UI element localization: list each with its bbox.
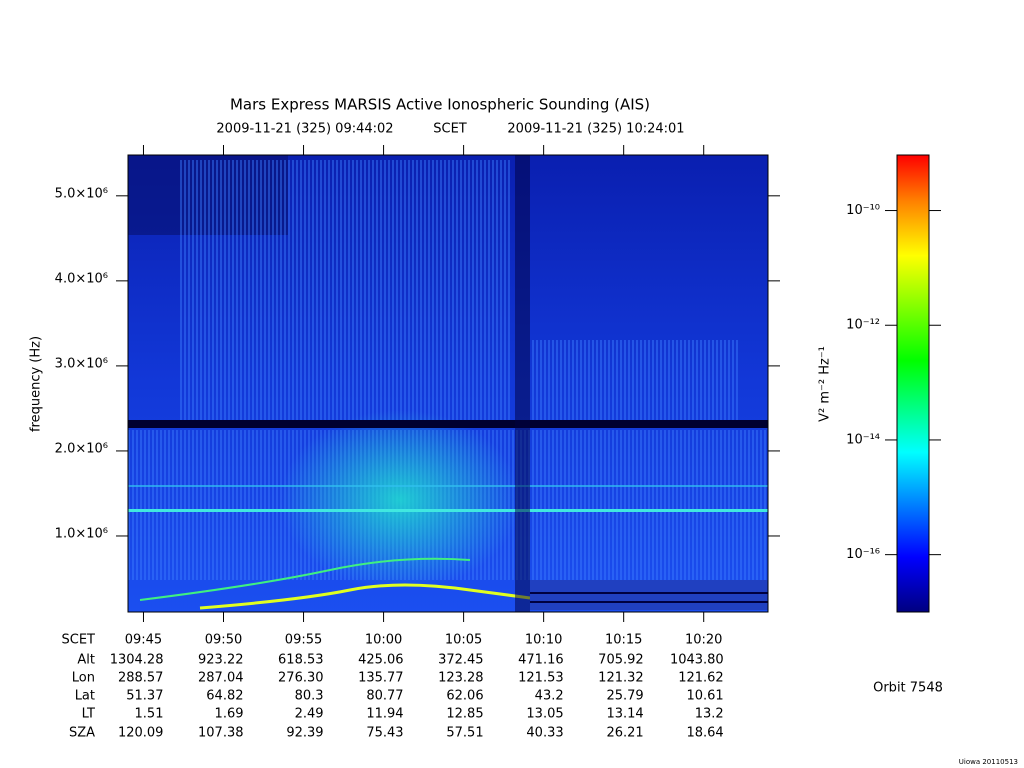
- ephemeris-value: 18.64: [686, 726, 723, 741]
- colorbar-tick-label: 10⁻¹²: [846, 318, 880, 333]
- x-tick-label: 10:05: [445, 633, 482, 648]
- ephemeris-value: 135.77: [358, 671, 404, 686]
- start-time: 2009-11-21 (325) 09:44:02: [216, 122, 393, 137]
- colorbar-tick-label: 10⁻¹⁰: [846, 203, 880, 218]
- ephemeris-value: 120.09: [118, 726, 164, 741]
- x-tick-label: 10:00: [365, 633, 402, 648]
- ephemeris-value: 57.51: [446, 726, 483, 741]
- ephemeris-value: 13.2: [695, 707, 724, 722]
- ephemeris-value: 40.33: [526, 726, 563, 741]
- y-tick-label: 1.0×10⁶: [55, 526, 108, 541]
- ephemeris-value: 425.06: [358, 653, 404, 668]
- ephemeris-value: 80.3: [295, 689, 324, 704]
- y-tick-label: 2.0×10⁶: [55, 441, 108, 456]
- ephemeris-value: 288.57: [118, 671, 164, 686]
- ephemeris-value: 13.14: [606, 707, 643, 722]
- ephemeris-value: 1304.28: [110, 653, 164, 668]
- x-tick-label: 09:55: [285, 633, 322, 648]
- colorbar-tick-label: 10⁻¹⁶: [846, 547, 880, 562]
- ephemeris-value: 80.77: [366, 689, 403, 704]
- ephemeris-time-label: SCET: [62, 633, 96, 648]
- ephemeris-value: 25.79: [606, 689, 643, 704]
- ephemeris-value: 10.61: [686, 689, 723, 704]
- ephemeris-value: 75.43: [366, 726, 403, 741]
- ephemeris-row-label: Alt: [77, 653, 95, 668]
- ephemeris-value: 705.92: [598, 653, 644, 668]
- credit: Uiowa 20110513: [959, 758, 1018, 766]
- ephemeris-value: 1.69: [215, 707, 244, 722]
- ephemeris-value: 43.2: [535, 689, 564, 704]
- ephemeris-value: 92.39: [286, 726, 323, 741]
- ephemeris-value: 121.53: [518, 671, 564, 686]
- ephemeris-value: 287.04: [198, 671, 244, 686]
- ephemeris-value: 471.16: [518, 653, 564, 668]
- ephemeris-value: 923.22: [198, 653, 244, 668]
- ephemeris-value: 51.37: [126, 689, 163, 704]
- ephemeris-value: 26.21: [606, 726, 643, 741]
- x-tick-label: 10:10: [525, 633, 562, 648]
- colorbar-label: V² m⁻² Hz⁻¹: [818, 346, 833, 422]
- ephemeris-value: 618.53: [278, 653, 324, 668]
- y-axis-label: frequency (Hz): [29, 336, 44, 432]
- ephemeris-row-label: LT: [82, 707, 95, 722]
- colorbar: [896, 154, 930, 613]
- chart-title: Mars Express MARSIS Active Ionospheric S…: [230, 96, 650, 114]
- ephemeris-row-label: Lat: [75, 689, 95, 704]
- ephemeris-value: 2.49: [295, 707, 324, 722]
- x-tick-label: 09:45: [125, 633, 162, 648]
- ephemeris-value: 121.62: [678, 671, 724, 686]
- ephemeris-row-label: Lon: [72, 671, 95, 686]
- y-tick-label: 3.0×10⁶: [55, 356, 108, 371]
- ephemeris-value: 13.05: [526, 707, 563, 722]
- ephemeris-row-label: SZA: [69, 726, 95, 741]
- y-tick-label: 4.0×10⁶: [55, 271, 108, 286]
- ephemeris-value: 276.30: [278, 671, 324, 686]
- ephemeris-value: 12.85: [446, 707, 483, 722]
- x-tick-label: 09:50: [205, 633, 242, 648]
- x-tick-label: 10:15: [605, 633, 642, 648]
- ephemeris-value: 11.94: [366, 707, 403, 722]
- ephemeris-value: 121.32: [598, 671, 644, 686]
- ephemeris-value: 62.06: [446, 689, 483, 704]
- ephemeris-value: 64.82: [206, 689, 243, 704]
- ephemeris-value: 123.28: [438, 671, 484, 686]
- orbit-label: Orbit 7548: [873, 681, 943, 696]
- ephemeris-value: 372.45: [438, 653, 484, 668]
- ephemeris-value: 1.51: [135, 707, 164, 722]
- spectrogram-image: [128, 155, 768, 612]
- ephemeris-value: 107.38: [198, 726, 244, 741]
- end-time: 2009-11-21 (325) 10:24:01: [507, 122, 684, 137]
- colorbar-tick-label: 10⁻¹⁴: [846, 432, 880, 447]
- plot-frame: [127, 154, 769, 613]
- y-tick-label: 5.0×10⁶: [55, 186, 108, 201]
- time-frame: SCET: [433, 122, 467, 137]
- ephemeris-value: 1043.80: [670, 653, 724, 668]
- x-tick-label: 10:20: [685, 633, 722, 648]
